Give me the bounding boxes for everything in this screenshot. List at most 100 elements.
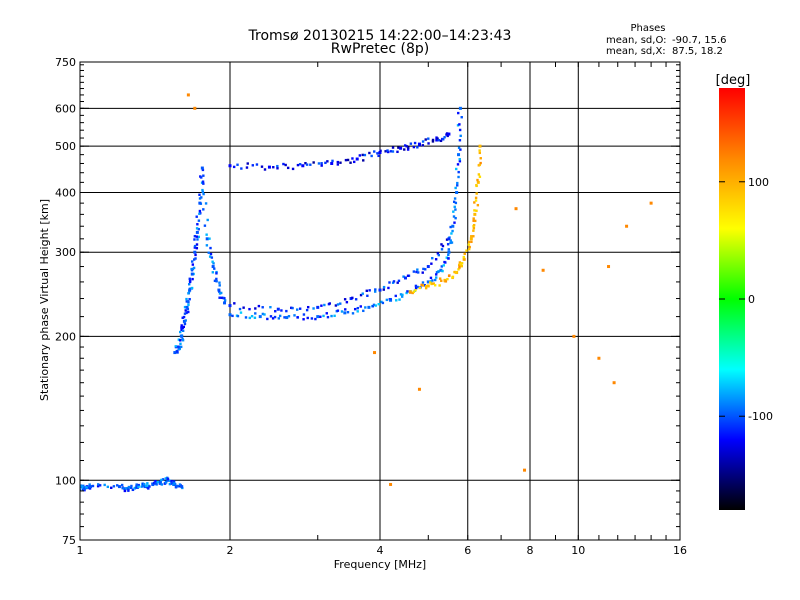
data-point [195,243,199,246]
data-point [452,200,456,203]
data-point [447,253,450,257]
data-point [412,145,416,149]
data-point [435,271,439,274]
y-tick-label-100: 100 [55,474,76,487]
data-point [435,138,439,142]
data-point [476,178,479,182]
data-point [163,482,166,485]
data-point [460,116,463,119]
data-point [201,188,204,192]
data-point [82,484,85,488]
data-point [169,479,172,483]
data-point [361,153,364,157]
data-point [432,282,435,285]
data-point [213,279,217,283]
data-point [434,258,438,261]
data-point [414,284,418,288]
data-point [467,243,471,246]
data-point [201,180,205,183]
data-point [474,219,477,223]
data-point [190,267,193,271]
data-point [171,481,174,484]
data-point [352,160,356,164]
data-point [431,279,434,282]
data-point [156,480,159,484]
data-point [176,350,179,353]
x-tick-label-8: 8 [527,544,534,557]
data-point [312,161,315,164]
data-point [202,192,205,196]
data-point [322,314,325,318]
data-point [286,166,290,170]
data-point [334,304,338,307]
data-point [452,210,455,213]
data-point [251,164,255,167]
data-point [336,160,340,164]
data-point [305,163,309,166]
data-point [254,312,257,315]
data-point [193,250,197,254]
data-point [458,106,462,110]
data-point [218,290,221,293]
y-tick-label-200: 200 [55,330,76,343]
data-point [449,225,452,229]
data-point [441,269,444,273]
data-point [314,317,317,321]
data-point [457,268,460,271]
data-point [434,278,437,282]
data-point [349,161,352,164]
data-point [449,241,452,245]
data-point [458,261,462,264]
data-point [194,253,197,257]
data-point [418,143,421,147]
data-point [148,485,151,488]
data-point [426,280,430,284]
y-tick-label-75: 75 [62,534,76,547]
data-point [442,264,445,267]
data-point [209,246,212,250]
data-point [88,483,91,486]
data-point [344,158,348,162]
data-point [223,299,227,302]
data-point [467,247,471,251]
data-point [453,197,457,200]
data-point [187,303,190,306]
data-point [460,264,463,268]
data-point [437,139,440,142]
data-point [424,284,428,288]
data-point [144,484,148,487]
data-point [255,163,259,166]
data-point [440,248,444,251]
data-point [254,307,257,310]
data-point [446,134,449,138]
data-point [179,342,182,346]
data-point [130,484,133,488]
data-point [406,274,410,277]
data-point [439,268,443,272]
data-point [160,478,163,482]
data-point [353,307,357,311]
data-point [382,285,386,289]
data-point [211,271,215,274]
data-point [431,140,435,143]
y-tick-label-300: 300 [55,246,76,259]
data-point [402,275,405,278]
data-point [154,480,157,483]
data-point [523,468,527,472]
phase-stats-x-values: 87.5, 18.2 [672,46,723,57]
data-point [377,154,380,158]
data-point [365,289,368,292]
data-point [409,142,413,145]
data-point [177,485,181,488]
data-point [202,174,205,177]
data-point [302,318,305,321]
data-point [440,265,443,268]
data-point [173,482,176,485]
data-point [384,150,387,153]
data-point [416,268,419,271]
data-point [188,277,191,281]
data-point [310,317,314,320]
data-point [387,286,390,290]
data-point [374,304,377,307]
